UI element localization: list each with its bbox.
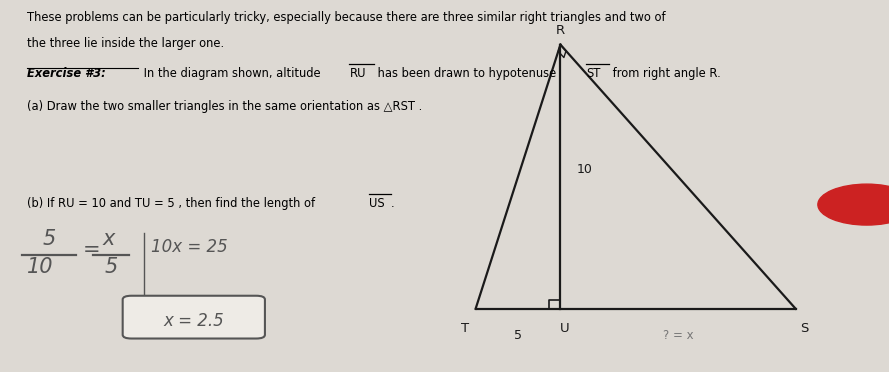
Text: U: U (560, 322, 570, 335)
Text: These problems can be particularly tricky, especially because there are three si: These problems can be particularly trick… (27, 11, 665, 24)
Text: US: US (369, 197, 385, 210)
Text: (a) Draw the two smaller triangles in the same orientation as △RST .: (a) Draw the two smaller triangles in th… (27, 100, 422, 113)
Circle shape (818, 184, 889, 225)
Text: RU: RU (349, 67, 366, 80)
Text: has been drawn to hypotenuse: has been drawn to hypotenuse (374, 67, 560, 80)
Text: from right angle R.: from right angle R. (609, 67, 721, 80)
Text: 5: 5 (43, 229, 55, 249)
Text: 10: 10 (27, 257, 53, 277)
Text: ? = x: ? = x (662, 329, 693, 342)
Text: 10x = 25: 10x = 25 (151, 238, 228, 256)
Text: In the diagram shown, altitude: In the diagram shown, altitude (140, 67, 324, 80)
FancyBboxPatch shape (123, 296, 265, 339)
Text: ST: ST (586, 67, 600, 80)
Text: x: x (102, 229, 115, 249)
Text: (b) If RU = 10 and TU = 5 , then find the length of: (b) If RU = 10 and TU = 5 , then find th… (27, 197, 318, 210)
Text: 5: 5 (105, 257, 117, 277)
Text: S: S (800, 322, 809, 335)
Text: =: = (83, 240, 100, 260)
Text: T: T (461, 322, 469, 335)
Text: Exercise #3:: Exercise #3: (27, 67, 106, 80)
Text: the three lie inside the larger one.: the three lie inside the larger one. (27, 37, 224, 50)
Text: 5: 5 (514, 329, 522, 342)
Text: 10: 10 (576, 163, 592, 176)
Text: R: R (556, 24, 565, 37)
Text: .: . (391, 197, 395, 210)
Text: x = 2.5: x = 2.5 (164, 312, 224, 330)
